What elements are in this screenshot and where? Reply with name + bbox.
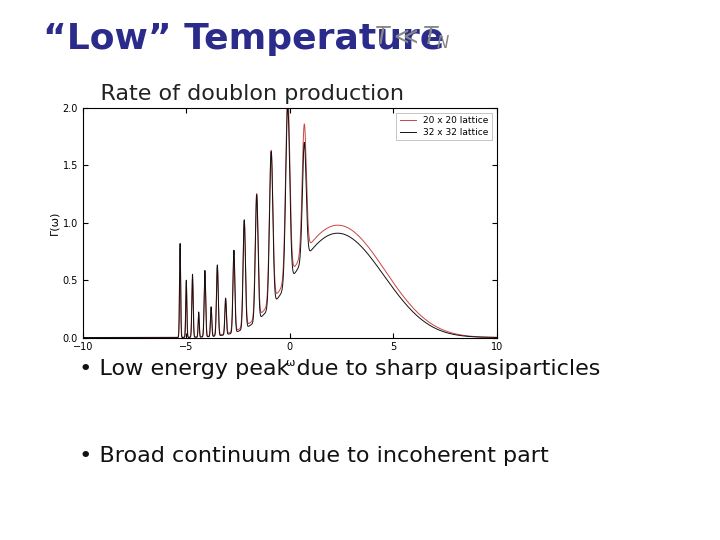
32 x 32 lattice — [485, 334, 493, 341]
X-axis label: ω: ω — [285, 358, 294, 368]
32 x 32 lattice — [237, 320, 246, 327]
Text: • Broad continuum due to incoherent part: • Broad continuum due to incoherent part — [72, 446, 549, 465]
20 x 20 lattice — [150, 334, 159, 341]
20 x 20 lattice — [126, 334, 135, 341]
20 x 20 lattice — [485, 334, 493, 340]
Line: 20 x 20 lattice: 20 x 20 lattice — [83, 92, 497, 338]
Text: • Low energy peak due to sharp quasiparticles: • Low energy peak due to sharp quasipart… — [72, 359, 600, 379]
Text: “Low” Temperature: “Low” Temperature — [43, 22, 444, 56]
Text: $T \ll T_N$: $T \ll T_N$ — [374, 24, 451, 51]
Text: Rate of doublon production: Rate of doublon production — [72, 84, 404, 104]
20 x 20 lattice — [78, 334, 87, 341]
32 x 32 lattice — [255, 301, 264, 308]
20 x 20 lattice — [255, 293, 264, 300]
32 x 32 lattice — [150, 334, 159, 341]
20 x 20 lattice — [237, 315, 246, 321]
Line: 32 x 32 lattice: 32 x 32 lattice — [83, 106, 497, 338]
32 x 32 lattice — [126, 334, 135, 341]
32 x 32 lattice — [492, 334, 501, 341]
20 x 20 lattice — [492, 334, 501, 341]
32 x 32 lattice — [440, 329, 449, 335]
Y-axis label: Γ(ω): Γ(ω) — [50, 211, 60, 235]
20 x 20 lattice — [440, 327, 449, 334]
32 x 32 lattice — [284, 103, 292, 110]
20 x 20 lattice — [284, 89, 292, 96]
Legend: 20 x 20 lattice, 32 x 32 lattice: 20 x 20 lattice, 32 x 32 lattice — [396, 112, 492, 140]
32 x 32 lattice — [78, 334, 87, 341]
